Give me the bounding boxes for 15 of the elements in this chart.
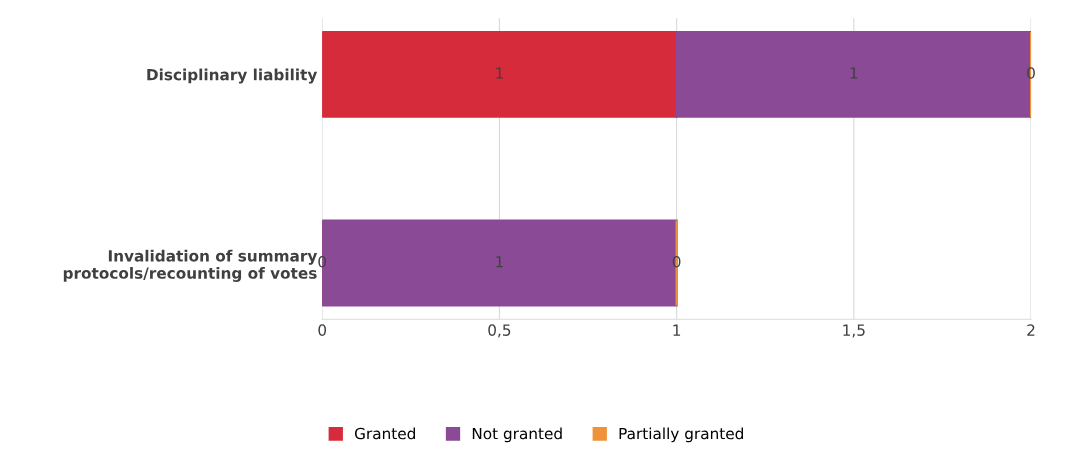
x-tick-label: 0,5 bbox=[488, 324, 511, 338]
legend-label: Granted bbox=[354, 427, 415, 440]
legend-label: Partially granted bbox=[619, 427, 743, 443]
x-tick-label: 1 bbox=[673, 324, 681, 336]
data-label: 1 bbox=[496, 67, 503, 79]
legend-label: Not granted bbox=[472, 427, 562, 443]
y-tick-label: Invalidation of summary protocols/recounting of votes bbox=[63, 249, 318, 282]
data-label: 0 bbox=[318, 255, 327, 268]
data-label: 1 bbox=[850, 67, 858, 79]
data-label: 1 bbox=[496, 256, 503, 268]
data-label: 0 bbox=[1027, 67, 1035, 79]
x-tick-label: 0 bbox=[318, 324, 327, 336]
x-tick-label: 2 bbox=[1027, 324, 1035, 336]
y-tick-label: Disciplinary liability bbox=[147, 68, 318, 84]
x-tick-label: 1,5 bbox=[843, 324, 865, 338]
